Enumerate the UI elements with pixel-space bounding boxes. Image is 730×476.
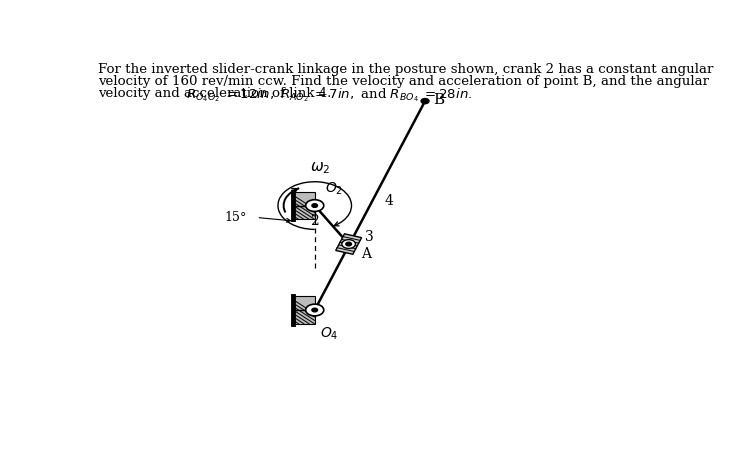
Text: $R_{O_{4}O_2}$ $= 12in,$ $R_{AO_2}$ $= 7in,$ and $R_{BO_4}$ $= 28in.$: $R_{O_{4}O_2}$ $= 12in,$ $R_{AO_2}$ $= 7… [186,87,473,104]
Circle shape [421,99,429,104]
Text: velocity and acceleration of link 4.: velocity and acceleration of link 4. [98,87,336,100]
Text: velocity of 160 rev/min ccw. Find the velocity and acceleration of point B, and : velocity of 160 rev/min ccw. Find the ve… [98,75,709,88]
Bar [293,296,315,324]
Circle shape [306,304,324,316]
Circle shape [312,204,318,208]
Circle shape [342,239,356,248]
Text: B: B [433,93,444,107]
Text: 4: 4 [385,194,393,208]
Bar [336,234,361,254]
Text: 15$\degree$: 15$\degree$ [224,210,247,225]
Text: $O_4$: $O_4$ [320,326,339,342]
Bar [293,192,315,219]
Text: A: A [361,247,371,261]
Circle shape [306,200,324,211]
Text: For the inverted slider-crank linkage in the posture shown, crank 2 has a consta: For the inverted slider-crank linkage in… [98,63,713,76]
Text: $O_2$: $O_2$ [325,181,343,198]
Circle shape [346,242,352,246]
Text: $\omega_2$: $\omega_2$ [310,160,331,176]
Text: 3: 3 [364,230,373,245]
Text: 2: 2 [310,214,319,228]
Circle shape [312,308,318,312]
